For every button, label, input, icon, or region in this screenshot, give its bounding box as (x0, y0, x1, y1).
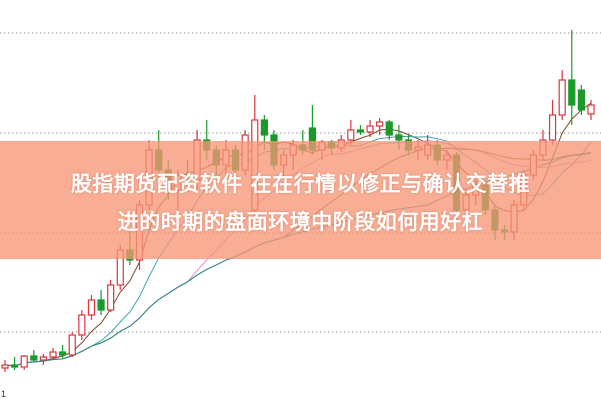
title-line-2: 进的时期的盘面环境中阶段如何用好杠 (117, 210, 484, 234)
candle-body (59, 351, 67, 356)
y-tick-label: 1 (1, 389, 7, 399)
candle-body (347, 129, 355, 141)
candle-body (30, 355, 38, 361)
candle-body (366, 125, 374, 133)
candle-body (68, 334, 76, 356)
candle-body (376, 121, 384, 127)
candle-body (11, 364, 19, 368)
candle-body (385, 121, 393, 136)
candle-body (577, 89, 585, 111)
candle-body (78, 314, 86, 336)
candle-body (260, 119, 268, 136)
candle-body (107, 284, 115, 311)
candle-body (49, 351, 57, 358)
candle-body (1, 364, 9, 369)
candle-body (97, 299, 105, 311)
candle-body (568, 79, 576, 106)
title-banner (0, 141, 601, 259)
candle-body (39, 356, 48, 361)
candle-body (587, 104, 595, 115)
candle-body (356, 129, 365, 133)
candle-body (20, 355, 28, 368)
candle-body (548, 114, 557, 141)
candle-body (558, 79, 566, 116)
candle-body (87, 299, 96, 316)
candle-body (395, 134, 403, 141)
title-line-1: 股指期货配资软件 在在行情以修正与确认交替推 (70, 172, 531, 196)
